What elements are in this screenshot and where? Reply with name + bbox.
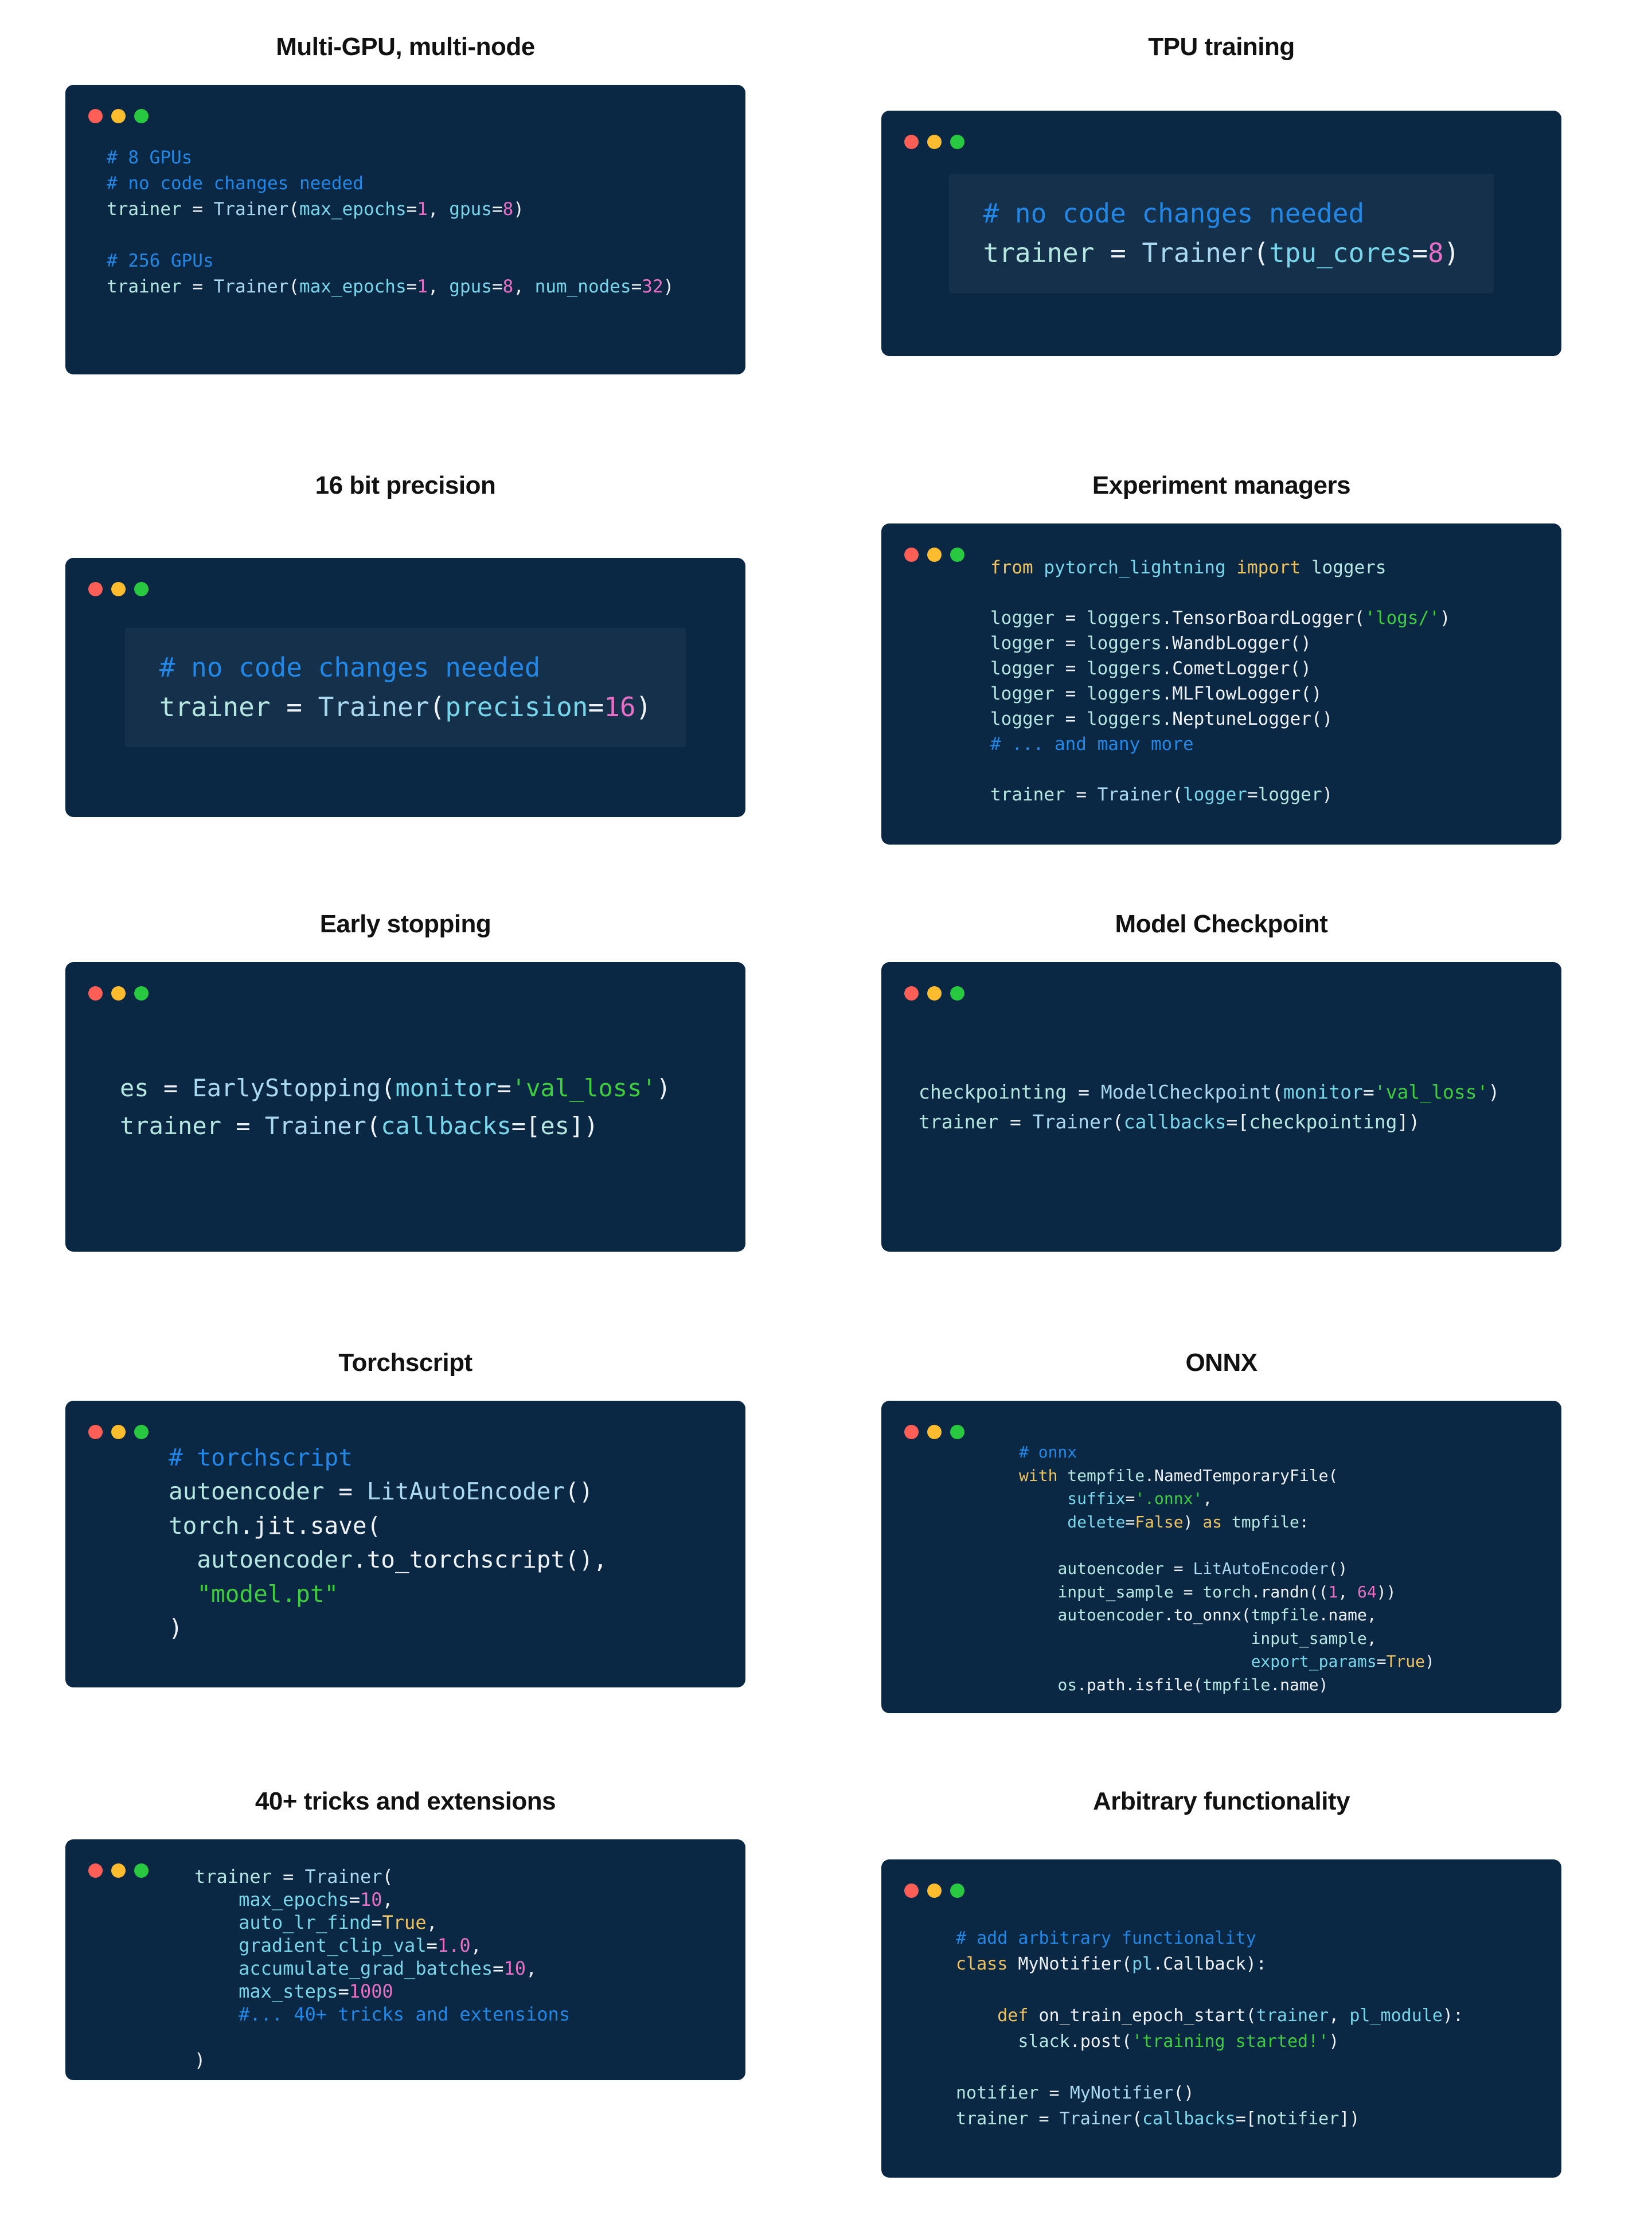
cell-16bit: 16 bit precision # no code changes neede… bbox=[65, 470, 745, 845]
page-title: Torchscript bbox=[338, 1349, 472, 1377]
card-window-onnx: # onnx with tempfile.NamedTemporaryFile( … bbox=[881, 1401, 1561, 1713]
minimize-button[interactable] bbox=[927, 135, 942, 149]
cell-arbitrary-functionality: Arbitrary functionality # add arbitrary … bbox=[881, 1786, 1561, 2178]
window-titlebar bbox=[904, 1425, 964, 1439]
zoom-button[interactable] bbox=[950, 1884, 964, 1898]
window-titlebar bbox=[904, 986, 964, 1001]
card-window-tpu: # no code changes needed trainer = Traine… bbox=[881, 111, 1561, 356]
minimize-button[interactable] bbox=[111, 582, 126, 596]
row-2: 16 bit precision # no code changes neede… bbox=[65, 470, 1561, 845]
window-titlebar bbox=[88, 986, 149, 1001]
window-titlebar bbox=[88, 1863, 149, 1878]
minimize-button[interactable] bbox=[927, 986, 942, 1001]
zoom-button[interactable] bbox=[134, 986, 149, 1001]
card-window-multi-gpu: # 8 GPUs # no code changes needed trainer … bbox=[65, 85, 745, 374]
card-window-arbitrary-functionality: # add arbitrary functionality class MyNot… bbox=[881, 1859, 1561, 2178]
page-title: Early stopping bbox=[319, 910, 491, 938]
cell-tricks: 40+ tricks and extensions trainer = Trai… bbox=[65, 1786, 745, 2178]
cell-multi-gpu: Multi-GPU, multi-node # 8 GPUs # no code … bbox=[65, 32, 745, 380]
row-1: Multi-GPU, multi-node # 8 GPUs # no code … bbox=[65, 32, 1561, 380]
window-titlebar bbox=[904, 548, 964, 562]
close-button[interactable] bbox=[88, 1425, 103, 1439]
code-block: # add arbitrary functionality class MyNot… bbox=[956, 1928, 1464, 2129]
card-window-model-checkpoint: checkpointing = ModelCheckpoint(monitor=… bbox=[881, 962, 1561, 1252]
cell-experiment-managers: Experiment managers from pytorch_lightni… bbox=[881, 470, 1561, 845]
page-title: 16 bit precision bbox=[315, 471, 496, 499]
zoom-button[interactable] bbox=[950, 1425, 964, 1439]
minimize-button[interactable] bbox=[111, 1425, 126, 1439]
window-titlebar bbox=[88, 582, 149, 596]
page-title: Arbitrary functionality bbox=[1092, 1787, 1350, 1815]
code-block: from pytorch_lightning import loggers lo… bbox=[990, 557, 1451, 806]
code-block: checkpointing = ModelCheckpoint(monitor=… bbox=[919, 1081, 1500, 1133]
window-titlebar bbox=[904, 1884, 964, 1898]
code-block: es = EarlyStopping(monitor='val_loss') tr… bbox=[120, 1074, 671, 1140]
row-3: Early stopping es = EarlyStopping(monito… bbox=[65, 909, 1561, 1257]
close-button[interactable] bbox=[904, 135, 919, 149]
page-title: 40+ tricks and extensions bbox=[255, 1787, 556, 1815]
zoom-button[interactable] bbox=[134, 109, 149, 123]
minimize-button[interactable] bbox=[111, 109, 126, 123]
cell-tpu: TPU training # no code changes needed tra… bbox=[881, 32, 1561, 380]
minimize-button[interactable] bbox=[927, 1884, 942, 1898]
code-block: # onnx with tempfile.NamedTemporaryFile( … bbox=[1019, 1443, 1435, 1694]
code-block: # no code changes needed trainer = Traine… bbox=[983, 198, 1460, 268]
page-title: ONNX bbox=[1185, 1349, 1257, 1377]
close-button[interactable] bbox=[88, 109, 103, 123]
window-titlebar bbox=[88, 109, 149, 123]
close-button[interactable] bbox=[904, 548, 919, 562]
zoom-button[interactable] bbox=[950, 986, 964, 1001]
code-block: trainer = Trainer( max_epochs=10, auto_l… bbox=[194, 1866, 571, 2071]
window-titlebar bbox=[88, 1425, 149, 1439]
close-button[interactable] bbox=[88, 1863, 103, 1878]
zoom-button[interactable] bbox=[950, 135, 964, 149]
minimize-button[interactable] bbox=[927, 1425, 942, 1439]
page-title: Model Checkpoint bbox=[1115, 910, 1328, 938]
card-window-torchscript: # torchscript autoencoder = LitAutoEncode… bbox=[65, 1401, 745, 1687]
close-button[interactable] bbox=[904, 986, 919, 1001]
close-button[interactable] bbox=[904, 1425, 919, 1439]
cell-early-stopping: Early stopping es = EarlyStopping(monito… bbox=[65, 909, 745, 1257]
card-window-tricks: trainer = Trainer( max_epochs=10, auto_l… bbox=[65, 1839, 745, 2080]
feature-grid: Multi-GPU, multi-node # 8 GPUs # no code … bbox=[65, 32, 1561, 2178]
card-window-16bit: # no code changes needed trainer = Traine… bbox=[65, 558, 745, 817]
close-button[interactable] bbox=[88, 986, 103, 1001]
zoom-button[interactable] bbox=[134, 1863, 149, 1878]
row-4: Torchscript # torchscript autoencoder = L… bbox=[65, 1347, 1561, 1713]
page-title: Experiment managers bbox=[1092, 471, 1351, 499]
close-button[interactable] bbox=[88, 582, 103, 596]
minimize-button[interactable] bbox=[927, 548, 942, 562]
zoom-button[interactable] bbox=[134, 1425, 149, 1439]
row-5: 40+ tricks and extensions trainer = Trai… bbox=[65, 1786, 1561, 2178]
code-block: # no code changes needed trainer = Traine… bbox=[159, 652, 652, 722]
code-block: # torchscript autoencoder = LitAutoEncode… bbox=[169, 1444, 608, 1642]
window-titlebar bbox=[904, 135, 964, 149]
close-button[interactable] bbox=[904, 1884, 919, 1898]
cell-model-checkpoint: Model Checkpoint checkpointing = ModelCh… bbox=[881, 909, 1561, 1257]
code-block: # 8 GPUs # no code changes needed trainer … bbox=[107, 147, 674, 297]
card-window-experiment-managers: from pytorch_lightning import loggers lo… bbox=[881, 523, 1561, 845]
card-window-early-stopping: es = EarlyStopping(monitor='val_loss') tr… bbox=[65, 962, 745, 1252]
minimize-button[interactable] bbox=[111, 986, 126, 1001]
page-title: Multi-GPU, multi-node bbox=[276, 33, 535, 61]
cell-onnx: ONNX # onnx with tempfile.NamedTemporaryF… bbox=[881, 1347, 1561, 1713]
minimize-button[interactable] bbox=[111, 1863, 126, 1878]
code-surface: # no code changes needed trainer = Traine… bbox=[948, 174, 1494, 293]
zoom-button[interactable] bbox=[950, 548, 964, 562]
page-title: TPU training bbox=[1148, 33, 1295, 61]
cell-torchscript: Torchscript # torchscript autoencoder = L… bbox=[65, 1347, 745, 1713]
zoom-button[interactable] bbox=[134, 582, 149, 596]
code-surface: # no code changes needed trainer = Traine… bbox=[124, 628, 686, 747]
